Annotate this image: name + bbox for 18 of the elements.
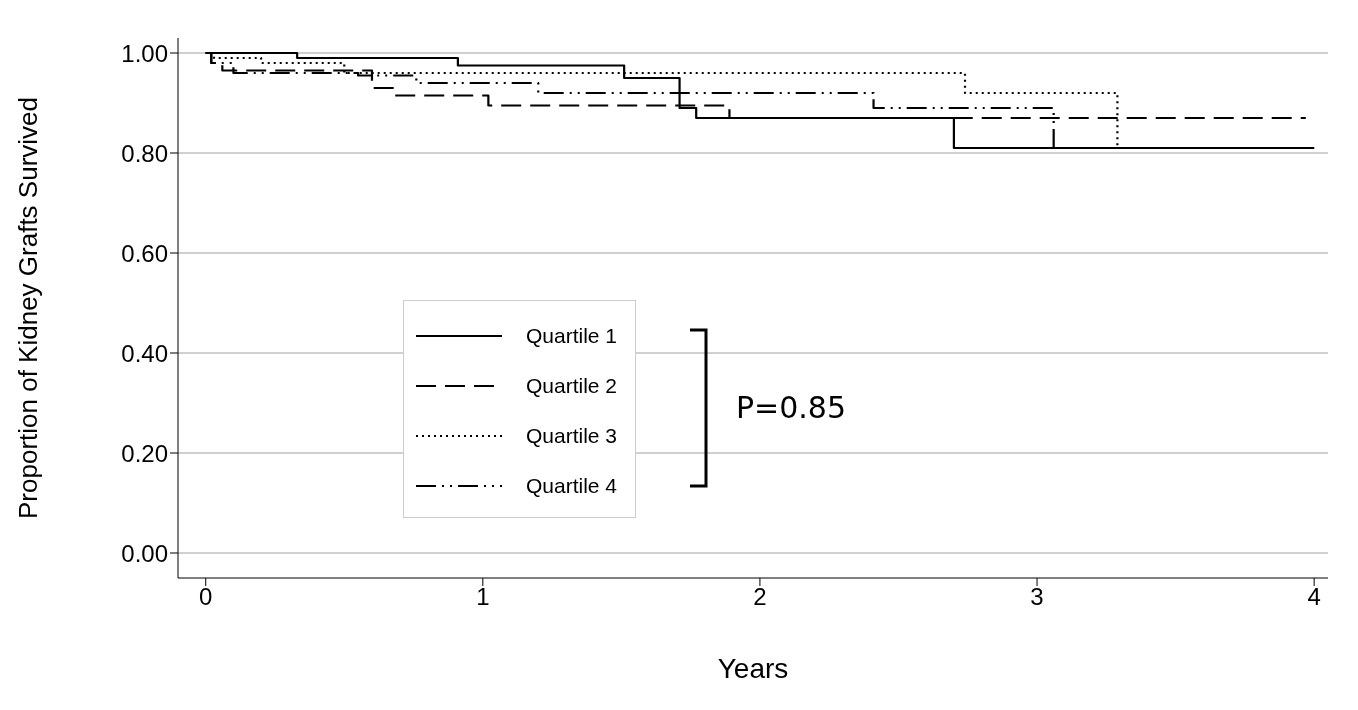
y-tick-label: 0.20 — [121, 439, 168, 467]
y-tick-label: 0.60 — [121, 239, 168, 267]
y-tick-label: 0.40 — [121, 339, 168, 367]
x-tick-label: 0 — [199, 583, 213, 611]
x-tick-label: 1 — [476, 583, 490, 611]
x-tick-label: 2 — [753, 583, 767, 611]
y-tick-label: 1.00 — [121, 39, 168, 67]
legend-label: Quartile 3 — [526, 424, 618, 448]
annotation: P=0.85 — [736, 390, 847, 425]
y-tick-label: 0.00 — [121, 539, 168, 567]
x-axis-title: Years — [717, 653, 789, 684]
x-tick-label: 4 — [1307, 583, 1321, 611]
x-tick-label: 3 — [1030, 583, 1044, 611]
y-tick-label: 0.80 — [121, 139, 168, 167]
legend-label: Quartile 4 — [526, 474, 618, 498]
y-axis-title: Proportion of Kidney Grafts Survived — [13, 97, 44, 519]
legend-label: Quartile 1 — [526, 324, 618, 348]
legend-label: Quartile 2 — [526, 374, 618, 398]
